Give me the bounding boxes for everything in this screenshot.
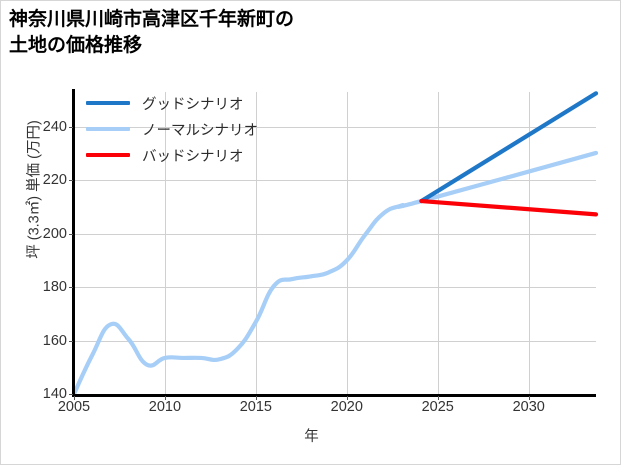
legend-swatch-normal bbox=[86, 127, 130, 131]
gridline-x-2025 bbox=[437, 92, 439, 394]
gridline-y-220 bbox=[74, 180, 596, 182]
x-axis-spine bbox=[72, 394, 596, 397]
gridline-x-2020 bbox=[346, 92, 348, 394]
y-tick-160 bbox=[69, 340, 73, 342]
gridline-x-2030 bbox=[528, 92, 530, 394]
y-tick-label-160: 160 bbox=[42, 332, 67, 349]
gridline-y-200 bbox=[74, 233, 596, 235]
legend-swatch-bad bbox=[86, 153, 130, 157]
legend-label-bad: バッドシナリオ bbox=[142, 148, 244, 165]
y-axis-tick-labels: 140 160 180 200 220 240 bbox=[1, 1, 67, 466]
x-tick-label-2005: 2005 bbox=[57, 399, 91, 415]
gridline-x-2010 bbox=[164, 92, 166, 394]
gridline-y-180 bbox=[74, 287, 596, 289]
x-tick-label-2025: 2025 bbox=[421, 399, 454, 415]
gridline-y-240 bbox=[74, 126, 596, 128]
x-tick-2030 bbox=[528, 396, 530, 400]
y-tick-220 bbox=[69, 180, 73, 182]
x-tick-2010 bbox=[164, 396, 166, 400]
chart-legend: グッドシナリオ ノーマルシナリオ バッドシナリオ bbox=[86, 94, 258, 165]
series-line-bad bbox=[419, 198, 599, 217]
legend-swatch-good bbox=[86, 101, 130, 105]
x-tick-label-2015: 2015 bbox=[239, 399, 273, 415]
legend-item-bad[interactable]: バッドシナリオ bbox=[86, 146, 258, 165]
x-tick-label-2010: 2010 bbox=[148, 399, 182, 415]
y-tick-240 bbox=[69, 126, 73, 128]
plot-area bbox=[71, 91, 599, 397]
legend-item-good[interactable]: グッドシナリオ bbox=[86, 94, 258, 113]
y-tick-label-240: 240 bbox=[42, 118, 67, 135]
plot-background bbox=[74, 92, 596, 394]
chart-title: 神奈川県川崎市高津区千年新町の 土地の価格推移 bbox=[9, 9, 295, 56]
y-tick-label-220: 220 bbox=[42, 172, 67, 189]
series-line-good bbox=[419, 91, 599, 204]
y-tick-140 bbox=[69, 394, 73, 395]
y-tick-180 bbox=[69, 287, 73, 289]
y-tick-label-140: 140 bbox=[42, 386, 67, 402]
x-axis-title: 年 bbox=[304, 429, 319, 445]
y-axis-title: 坪 (3.3㎡) 単価 (万円) bbox=[26, 120, 43, 259]
x-tick-2020 bbox=[346, 396, 348, 400]
x-tick-label-2030: 2030 bbox=[512, 399, 545, 415]
legend-item-normal[interactable]: ノーマルシナリオ bbox=[86, 120, 258, 139]
series-lines bbox=[71, 91, 599, 397]
series-line-normal bbox=[71, 150, 599, 397]
legend-label-normal: ノーマルシナリオ bbox=[142, 122, 258, 139]
y-tick-label-180: 180 bbox=[42, 279, 67, 296]
y-axis-spine bbox=[72, 89, 75, 397]
y-tick-label-200: 200 bbox=[42, 225, 67, 242]
y-tick-200 bbox=[69, 233, 73, 235]
x-tick-2005 bbox=[74, 396, 75, 400]
x-tick-label-2020: 2020 bbox=[330, 399, 363, 415]
x-tick-2025 bbox=[437, 396, 439, 400]
gridline-x-2015 bbox=[255, 92, 257, 394]
x-tick-2015 bbox=[255, 396, 257, 400]
legend-label-good: グッドシナリオ bbox=[142, 96, 244, 113]
gridline-y-160 bbox=[74, 340, 596, 342]
